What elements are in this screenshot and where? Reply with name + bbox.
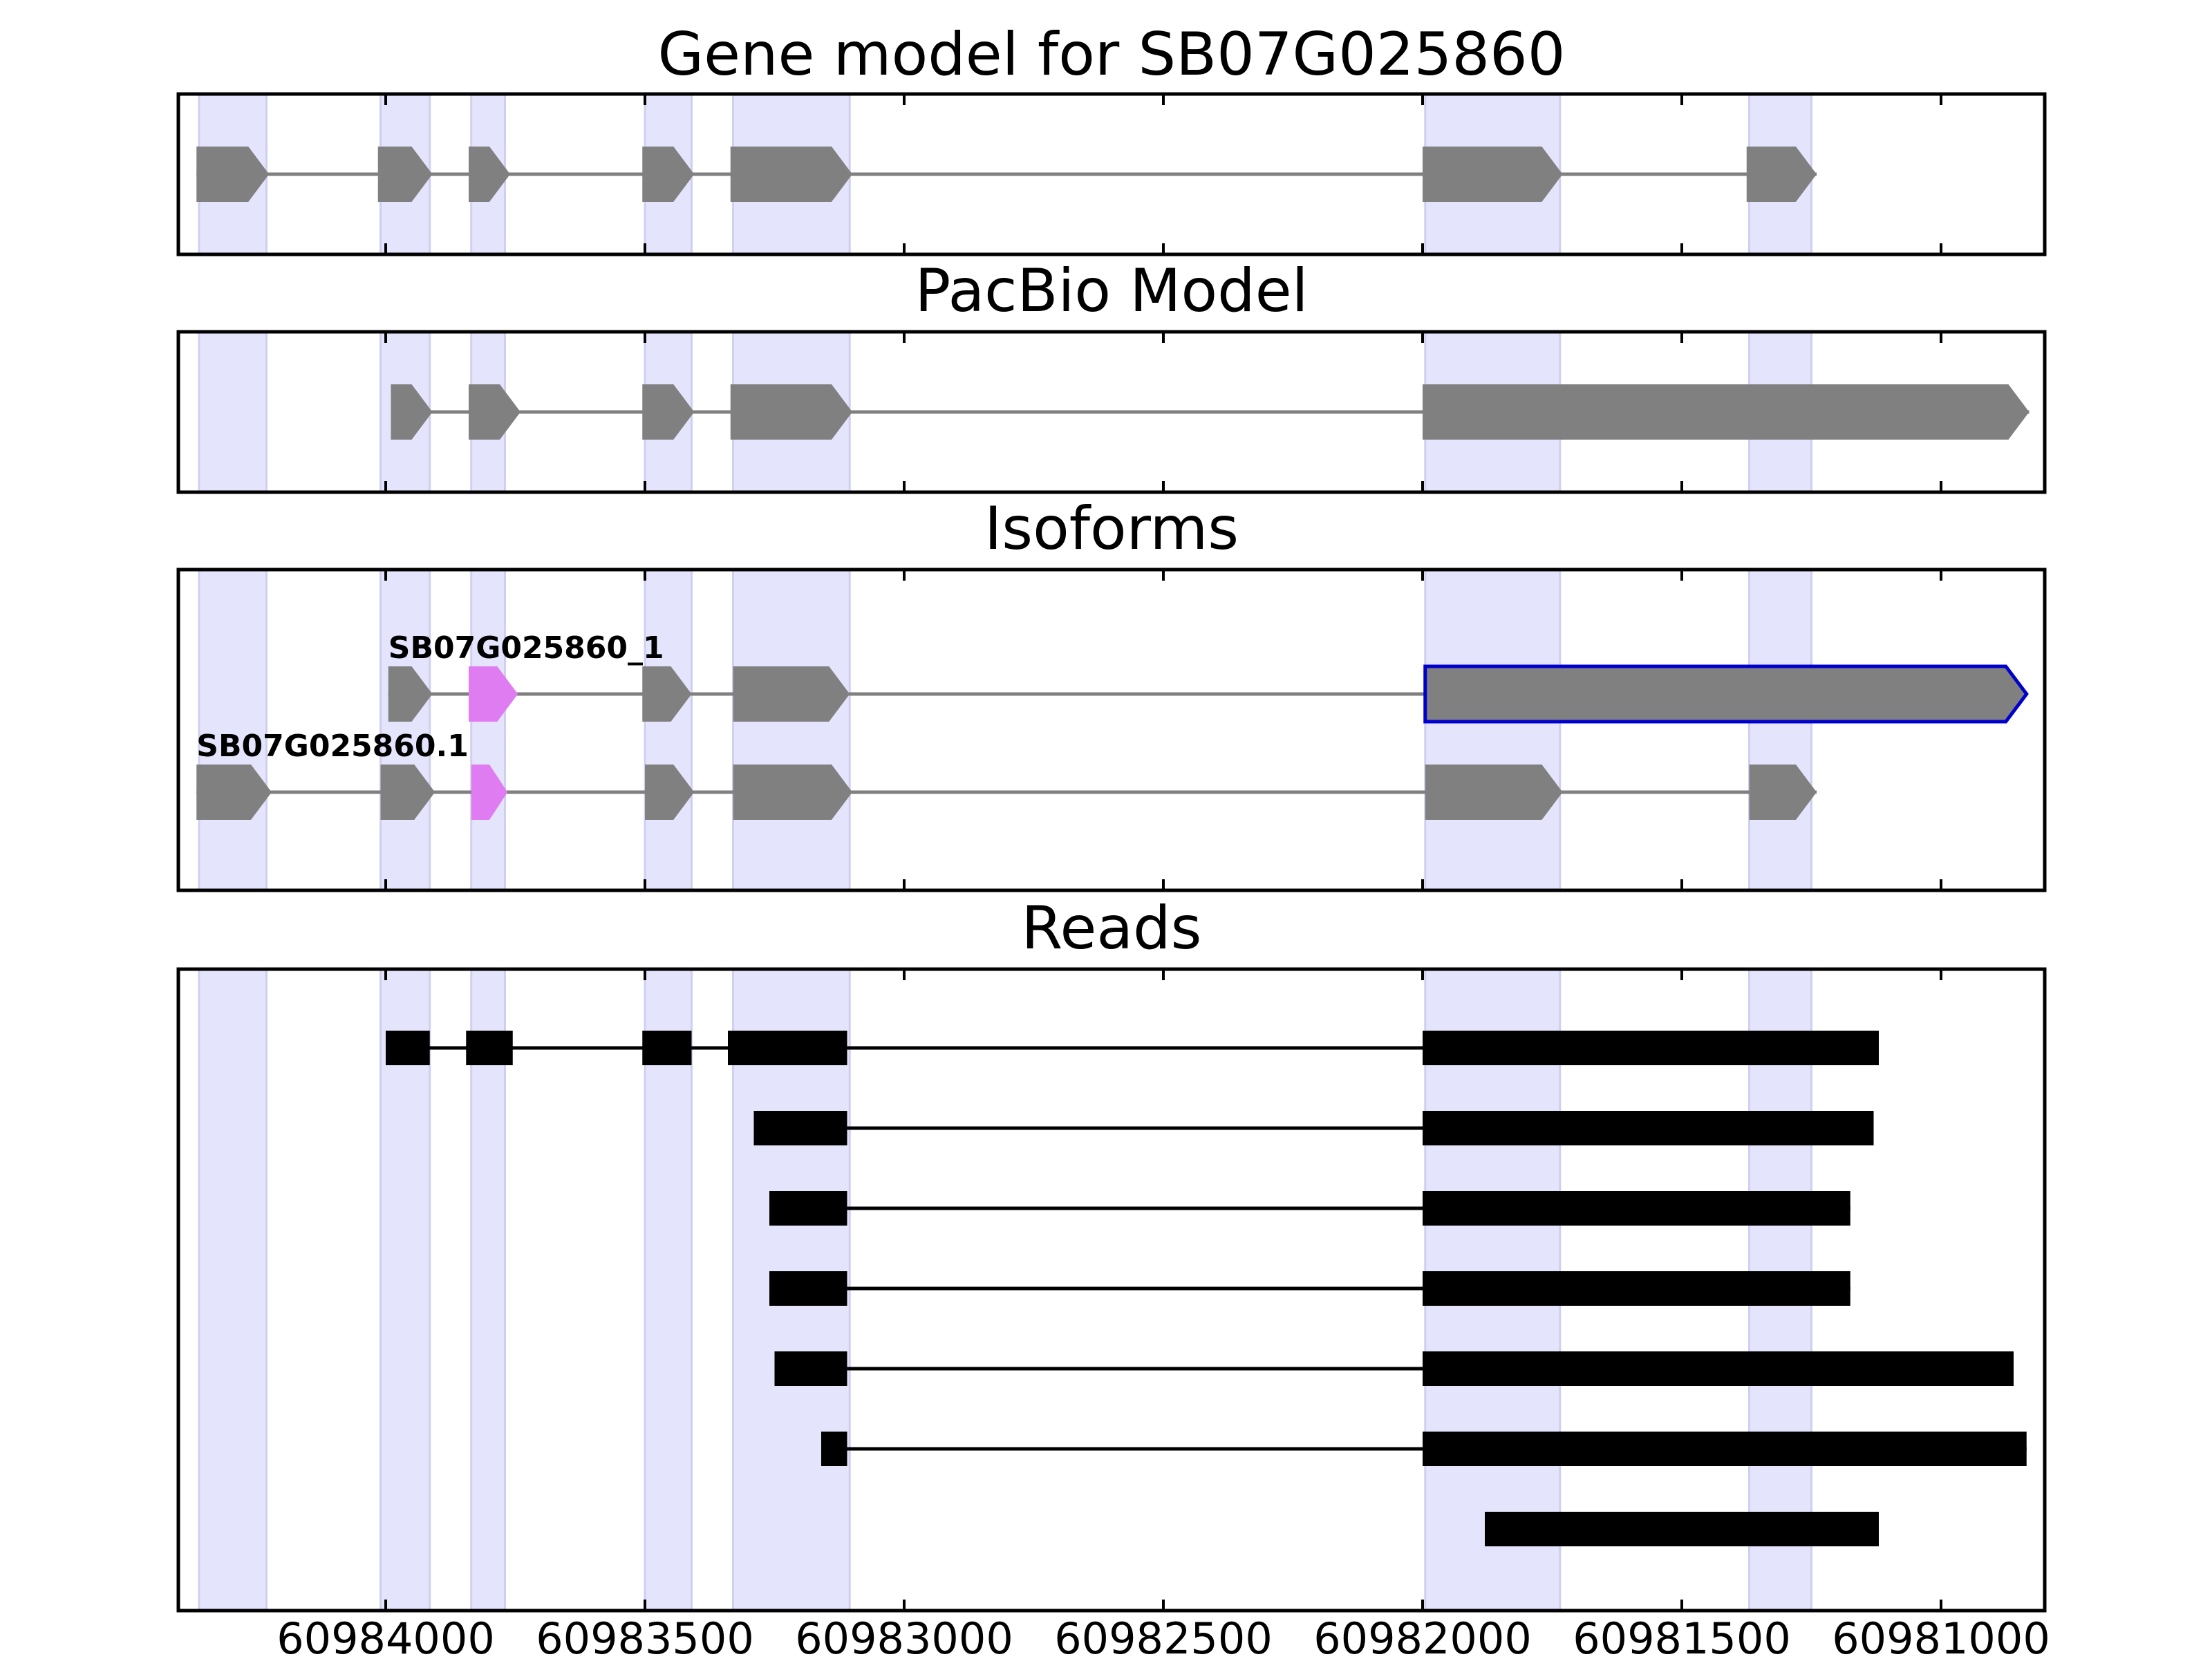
read-block — [466, 1031, 513, 1065]
isoform-label: SB07G025860.1 — [196, 729, 469, 764]
read-block — [1423, 1191, 1850, 1226]
shaded-region — [644, 568, 693, 892]
exon-arrow — [1425, 765, 1563, 820]
shaded-region — [198, 968, 268, 1612]
exon-arrow — [391, 384, 433, 440]
exon-arrow — [733, 765, 852, 820]
exon-arrow — [642, 384, 695, 440]
exon-arrow — [1423, 664, 2029, 724]
exon-arrow — [1423, 147, 1563, 202]
panel-frame — [176, 967, 2047, 1613]
exon-arrow — [730, 384, 852, 440]
exon-arrow — [196, 147, 270, 202]
exon-arrow — [733, 666, 850, 722]
read-block — [1423, 1271, 1850, 1306]
panel-frame — [176, 568, 2047, 892]
exon-arrow — [1749, 765, 1817, 820]
panel-title-reads: Reads — [1022, 894, 1202, 963]
exon-arrow — [388, 666, 433, 722]
exon-arrow — [380, 765, 435, 820]
exon-arrow — [196, 765, 272, 820]
shaded-region — [470, 968, 506, 1612]
read-block — [728, 1031, 847, 1065]
x-tick-label: 60981000 — [1832, 1613, 2050, 1659]
read-block — [1423, 1351, 2014, 1386]
panel-title-pacbio-model: PacBio Model — [915, 256, 1308, 326]
shaded-region — [198, 330, 268, 494]
x-tick-label: 60982000 — [1313, 1613, 1532, 1659]
shaded-region — [470, 568, 506, 892]
read-block — [769, 1191, 847, 1226]
panel-frame — [176, 330, 2047, 494]
exon-arrow — [1423, 384, 2030, 440]
x-tick-label: 60981500 — [1573, 1613, 1791, 1659]
panel-frame — [176, 92, 2047, 256]
exon-arrow — [642, 666, 692, 722]
read-block — [769, 1271, 847, 1306]
read-block — [821, 1432, 847, 1466]
panel-gene-model: Gene model for SB07G025860 — [176, 20, 2047, 256]
read-block — [1423, 1432, 2027, 1466]
panel-reads: Reads — [176, 894, 2047, 1613]
read-block — [1423, 1111, 1874, 1145]
panel-title-gene-model: Gene model for SB07G025860 — [658, 20, 1566, 89]
x-tick-label: 60983500 — [536, 1613, 754, 1659]
exon-arrow — [645, 765, 695, 820]
exon-arrow — [469, 666, 518, 722]
exon-arrow — [471, 765, 508, 820]
read-block — [753, 1111, 847, 1145]
read-block — [1423, 1031, 1879, 1065]
read-block — [386, 1031, 430, 1065]
exon-arrow — [1746, 147, 1817, 202]
isoform-label: SB07G025860_1 — [388, 630, 664, 666]
exon-arrow — [377, 147, 433, 202]
x-tick-label: 60984000 — [276, 1613, 495, 1659]
read-block — [774, 1351, 847, 1386]
shaded-region — [732, 568, 851, 892]
x-tick-label: 60983000 — [795, 1613, 1013, 1659]
shaded-region — [1748, 568, 1812, 892]
exon-arrow — [469, 147, 510, 202]
read-block — [642, 1031, 692, 1065]
x-axis: 60984000 60983500 60983000 60982500 60982000… — [276, 1613, 2050, 1659]
panel-pacbio-model: PacBio Model — [176, 256, 2047, 494]
exon-arrow — [642, 147, 695, 202]
exon-arrow — [469, 384, 521, 440]
exon-arrow — [730, 147, 852, 202]
shaded-region — [644, 968, 693, 1612]
panel-isoforms: Isoforms SB07G025860_1 SB07G025860.1 — [176, 494, 2047, 892]
shaded-region — [1424, 568, 1562, 892]
read-block — [1485, 1512, 1879, 1546]
panel-title-isoforms: Isoforms — [984, 494, 1239, 563]
x-tick-label: 60982500 — [1054, 1613, 1273, 1659]
shaded-region — [379, 968, 431, 1612]
